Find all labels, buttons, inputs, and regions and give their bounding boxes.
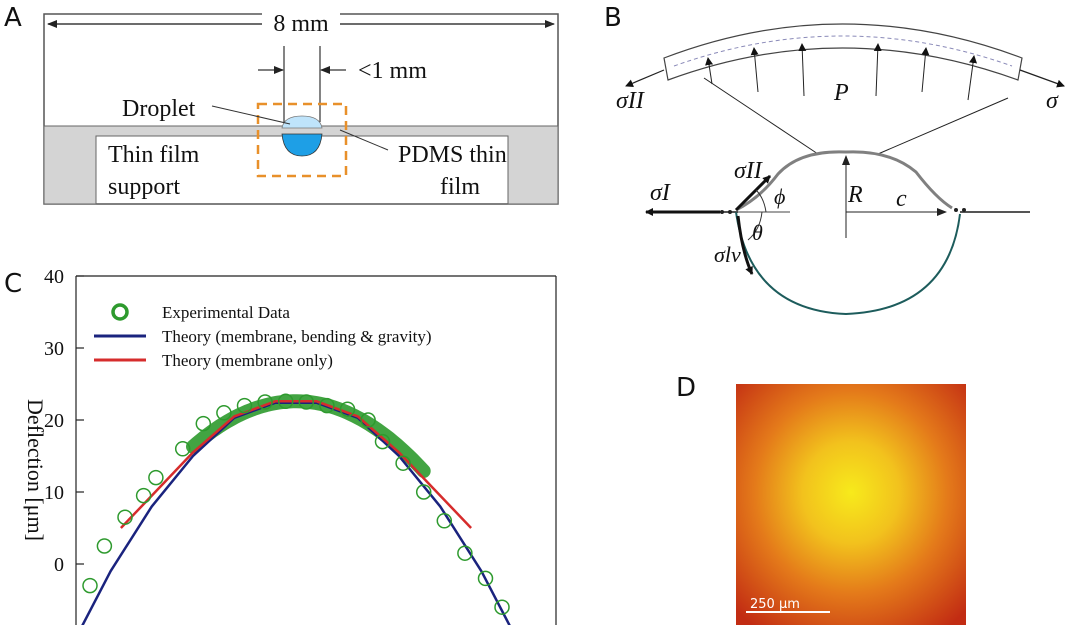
legend: Experimental Data Theory (membrane, bend…	[94, 303, 432, 370]
pressure-arrow	[705, 57, 714, 85]
pressure-label: P	[833, 80, 849, 106]
panel-a-letter: A	[4, 3, 22, 33]
film-band	[663, 23, 1023, 81]
band-sigma-right: σ	[1046, 88, 1059, 114]
panel-b: B σII σ P	[604, 3, 1065, 316]
chord-label: c	[896, 186, 907, 212]
droplet-shape	[281, 133, 323, 157]
series-line	[81, 401, 511, 625]
support-label-line1: Thin film	[108, 142, 200, 168]
data-point	[257, 394, 273, 410]
scale-label: 250 µm	[750, 597, 800, 612]
data-point	[96, 538, 113, 554]
pressure-arrows	[705, 43, 978, 101]
data-point	[135, 487, 152, 504]
data-point	[319, 397, 335, 414]
film-label-line1: PDMS thin	[398, 142, 507, 168]
width-label: 8 mm	[273, 11, 329, 37]
support-label-line2: support	[108, 174, 180, 200]
data-point	[436, 513, 453, 529]
y-tick-label: 30	[44, 338, 64, 360]
phi-label: ϕ	[774, 184, 785, 209]
y-tick-label: 10	[44, 482, 64, 504]
data-point	[494, 599, 510, 615]
plot-area	[81, 393, 511, 625]
lower-cap	[735, 211, 961, 316]
pressure-arrow	[750, 47, 759, 93]
thin-film-support	[43, 125, 559, 205]
band-stress-left	[625, 69, 665, 87]
data-point	[236, 397, 253, 414]
y-ticks: 0 10 20 30 40	[44, 266, 84, 576]
radius-label: R	[847, 182, 863, 208]
data-point	[395, 455, 411, 471]
width-label-bg	[262, 10, 340, 36]
band-stress-right	[1019, 69, 1065, 88]
band-sigma-left: σII	[616, 88, 645, 114]
data-point	[277, 393, 294, 410]
data-point	[148, 469, 164, 486]
pressure-arrow	[967, 55, 978, 101]
pressure-arrow	[798, 43, 807, 97]
film-label-line2: film	[440, 174, 480, 200]
neutral-axis	[673, 35, 1013, 67]
data-point	[374, 433, 391, 450]
panel-a-frame	[43, 13, 559, 205]
sigma-lv-label: σlv	[714, 242, 741, 267]
series-line	[119, 400, 473, 529]
droplet-label: Droplet	[122, 96, 196, 122]
legend-experimental: Experimental Data	[162, 303, 290, 322]
panel-d-letter: D	[676, 373, 696, 403]
sigma-lv-arrow	[736, 215, 754, 275]
heatmap-image	[736, 384, 966, 625]
panel-c: C 0 10 20 30 40 Deflection [μm] Experimental…	[4, 266, 557, 625]
sigma-ii-arrow	[734, 174, 772, 212]
data-point	[174, 441, 191, 457]
legend-marker-experimental	[111, 303, 129, 321]
y-tick-label: 0	[54, 554, 64, 576]
panel-c-letter: C	[4, 269, 22, 299]
sigma-i-label: σI	[650, 180, 671, 206]
panel-d: D 250 µm	[676, 373, 966, 625]
data-point	[298, 394, 315, 410]
data-point	[117, 509, 133, 525]
y-tick-label: 20	[44, 410, 64, 432]
pressure-arrow	[921, 47, 930, 93]
sigma-ii-label: σII	[734, 158, 763, 184]
zoom-line-right	[877, 97, 1009, 155]
theta-label: θ	[752, 220, 763, 245]
gap-label: <1 mm	[358, 58, 427, 84]
highlight-box	[256, 102, 348, 178]
droplet-top	[281, 115, 323, 129]
data-point	[82, 577, 98, 594]
data-point	[360, 412, 376, 428]
data-point	[415, 484, 432, 500]
data-point	[477, 570, 494, 587]
legend-theory-membrane: Theory (membrane only)	[162, 351, 333, 370]
y-tick-label: 40	[44, 266, 64, 288]
data-point	[195, 415, 212, 432]
y-axis-label: Deflection [μm]	[23, 399, 48, 541]
zoom-line-left	[703, 77, 819, 155]
panel-b-letter: B	[604, 3, 622, 33]
experimental-data-band	[186, 394, 431, 478]
legend-theory-full: Theory (membrane, bending & gravity)	[162, 327, 432, 346]
panel-a: A 8 mm <1 mm Droplet Thin film support P…	[4, 3, 559, 205]
data-point	[457, 545, 473, 561]
pressure-arrow	[873, 43, 882, 97]
film-leader	[339, 129, 389, 151]
data-point	[216, 405, 232, 421]
data-point	[339, 401, 356, 417]
droplet-leader	[211, 105, 291, 125]
upper-cap	[735, 150, 953, 212]
